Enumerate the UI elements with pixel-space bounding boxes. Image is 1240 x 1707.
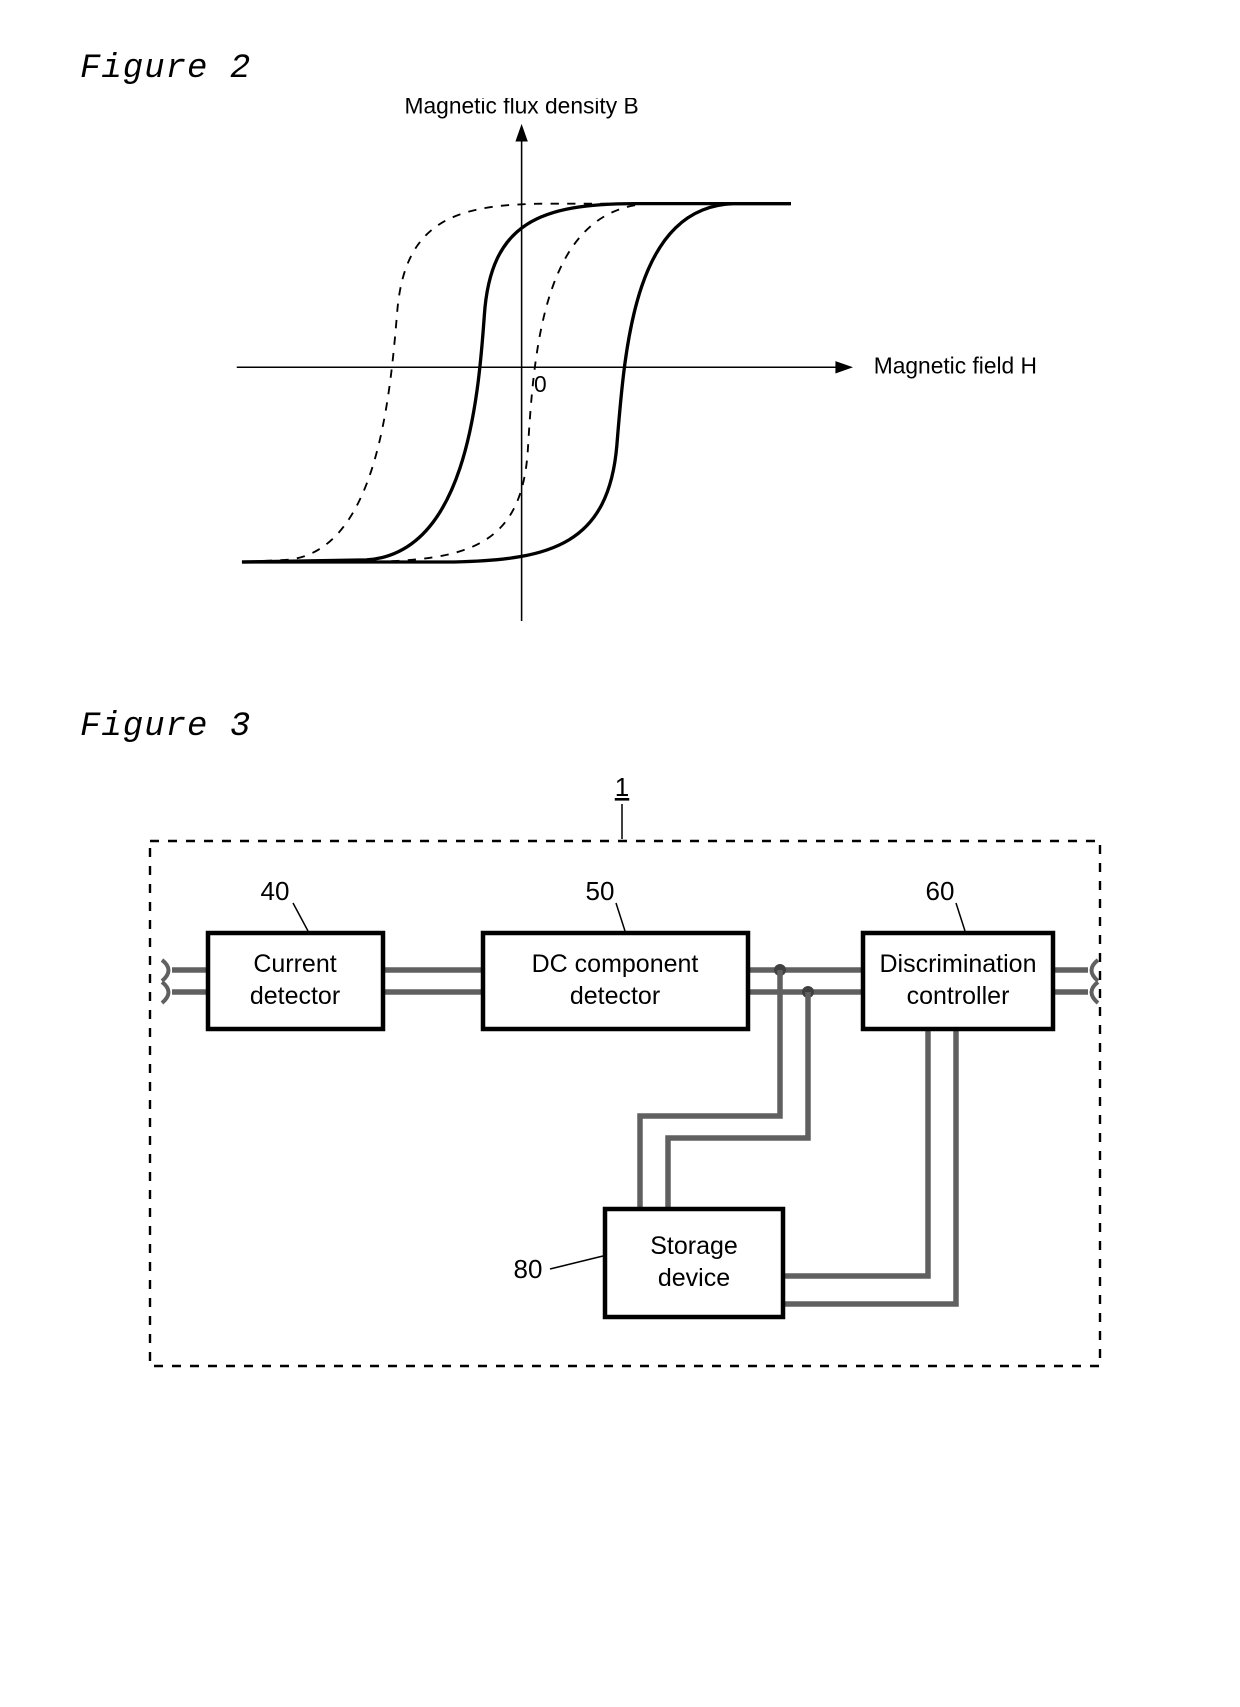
ref-50: 50 bbox=[586, 876, 615, 906]
ref-80: 80 bbox=[514, 1254, 543, 1284]
figure-3-block-diagram: 1 bbox=[80, 756, 1160, 1396]
x-axis-label: Magnetic field H bbox=[874, 353, 1037, 379]
discr-controller-line2: controller bbox=[907, 982, 1010, 1010]
container-ref-number: 1 bbox=[615, 772, 629, 802]
origin-label: 0 bbox=[534, 371, 547, 397]
block-discrimination-controller bbox=[863, 933, 1053, 1029]
figure-2-title: Figure 2 bbox=[80, 50, 1220, 88]
current-detector-line2: detector bbox=[250, 982, 340, 1010]
solid-hysteresis-loop bbox=[242, 204, 791, 562]
ref-60: 60 bbox=[926, 876, 955, 906]
y-axis-label: Magnetic flux density B bbox=[405, 98, 639, 119]
block-dc-detector bbox=[483, 933, 748, 1029]
block-current-detector bbox=[208, 933, 383, 1029]
ref-40: 40 bbox=[261, 876, 290, 906]
figure-3-title: Figure 3 bbox=[80, 708, 1220, 746]
dc-detector-line1: DC component bbox=[532, 950, 699, 978]
discr-controller-line1: Discrimination bbox=[880, 950, 1037, 978]
dashed-hysteresis-loop bbox=[242, 204, 791, 562]
block-storage-device bbox=[605, 1209, 783, 1317]
figure-2-hysteresis-chart: Magnetic flux density B Magnetic field H… bbox=[90, 98, 1150, 678]
storage-device-line1: Storage bbox=[650, 1232, 738, 1260]
storage-device-line2: device bbox=[658, 1264, 730, 1292]
current-detector-line1: Current bbox=[253, 950, 336, 978]
dc-detector-line2: detector bbox=[570, 982, 660, 1010]
